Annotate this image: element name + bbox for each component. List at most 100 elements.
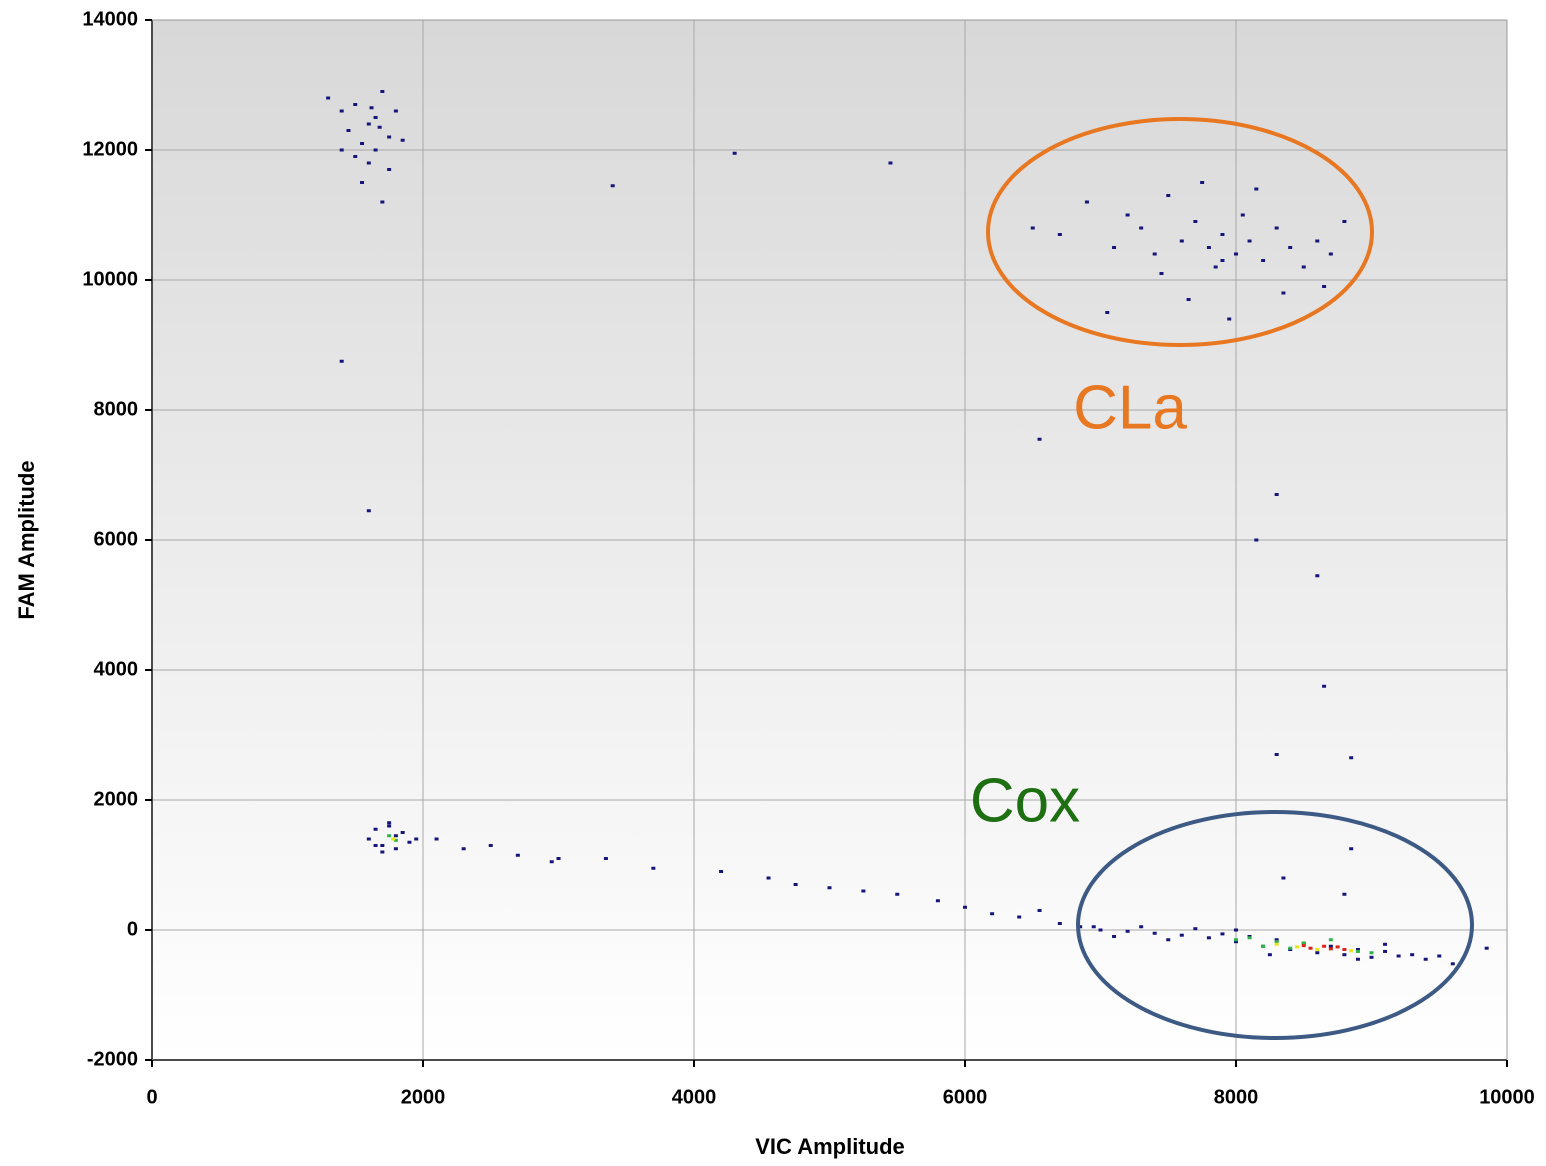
cla-ellipse — [986, 117, 1374, 347]
point — [380, 90, 385, 93]
x-tick-label: 4000 — [672, 1086, 717, 1108]
point — [369, 106, 374, 110]
point — [1369, 955, 1374, 959]
point — [827, 886, 832, 890]
point — [1274, 226, 1279, 230]
point — [888, 161, 893, 165]
point — [1078, 925, 1083, 929]
point — [1247, 936, 1252, 940]
point — [1274, 940, 1279, 944]
point — [1112, 935, 1117, 938]
point — [1423, 957, 1428, 961]
point — [935, 899, 940, 903]
point — [1220, 932, 1225, 936]
point — [1159, 272, 1164, 275]
point — [1396, 954, 1401, 958]
point — [1342, 948, 1347, 951]
point — [861, 889, 866, 893]
point — [793, 883, 798, 886]
point — [393, 109, 398, 113]
point — [1125, 929, 1130, 933]
point — [1084, 200, 1089, 204]
x-tick-label: 8000 — [1214, 1086, 1259, 1108]
point — [353, 155, 358, 158]
point — [1254, 538, 1259, 542]
point — [1355, 948, 1360, 951]
point — [1322, 684, 1327, 688]
y-tick-label: 2000 — [94, 788, 139, 810]
x-tick-label: 2000 — [401, 1086, 446, 1108]
point — [1254, 187, 1259, 191]
point — [603, 857, 608, 860]
point — [1234, 938, 1238, 942]
x-tick-label: 10000 — [1479, 1086, 1535, 1108]
point — [1328, 938, 1333, 942]
point — [1294, 945, 1299, 949]
point — [1247, 239, 1252, 243]
point — [1234, 252, 1238, 256]
point — [1193, 927, 1198, 931]
point — [1220, 259, 1225, 262]
y-tick-label: 12000 — [82, 138, 138, 160]
point — [407, 840, 412, 844]
point — [366, 161, 371, 165]
point — [1349, 756, 1354, 760]
y-axis-label: FAM Amplitude — [14, 460, 39, 619]
point — [1030, 226, 1035, 230]
point — [549, 860, 554, 864]
x-tick-label: 0 — [146, 1086, 157, 1108]
y-tick-label: 10000 — [82, 268, 138, 290]
point — [380, 200, 385, 204]
point — [1186, 298, 1191, 301]
point — [1383, 942, 1388, 946]
point — [1152, 252, 1157, 256]
point — [1261, 944, 1266, 948]
point — [366, 837, 371, 841]
point — [1322, 944, 1327, 948]
point — [434, 837, 439, 841]
x-axis-label: VIC Amplitude — [755, 1134, 905, 1159]
point — [719, 870, 724, 873]
point — [387, 834, 392, 838]
point — [373, 116, 378, 119]
y-tick-label: 6000 — [94, 528, 139, 550]
point — [1240, 213, 1245, 217]
point — [393, 834, 398, 838]
point — [1220, 233, 1225, 236]
point — [1227, 317, 1232, 321]
point — [766, 876, 771, 880]
point — [387, 135, 392, 139]
point — [393, 847, 398, 851]
point — [1315, 574, 1320, 578]
point — [1179, 933, 1184, 937]
point — [373, 148, 378, 152]
point — [1098, 928, 1103, 932]
point — [360, 142, 365, 145]
point — [1125, 213, 1130, 217]
point — [1261, 259, 1266, 262]
point — [1322, 285, 1327, 288]
point — [1037, 437, 1042, 441]
point — [1200, 181, 1205, 184]
point — [1179, 239, 1184, 243]
point — [1308, 946, 1313, 950]
point — [326, 96, 331, 100]
point — [339, 109, 344, 113]
point — [1288, 946, 1293, 950]
point — [1139, 925, 1144, 929]
point — [1267, 953, 1272, 957]
point — [1234, 928, 1238, 932]
point — [1274, 493, 1279, 496]
point — [1288, 246, 1293, 249]
point — [393, 838, 398, 842]
point — [1057, 922, 1062, 925]
point — [1274, 942, 1279, 946]
point — [1206, 246, 1211, 249]
point — [366, 122, 371, 126]
point — [1315, 239, 1320, 243]
point — [1281, 876, 1286, 880]
point — [391, 837, 396, 841]
point — [651, 866, 656, 870]
point — [360, 181, 365, 184]
point — [1234, 940, 1238, 944]
